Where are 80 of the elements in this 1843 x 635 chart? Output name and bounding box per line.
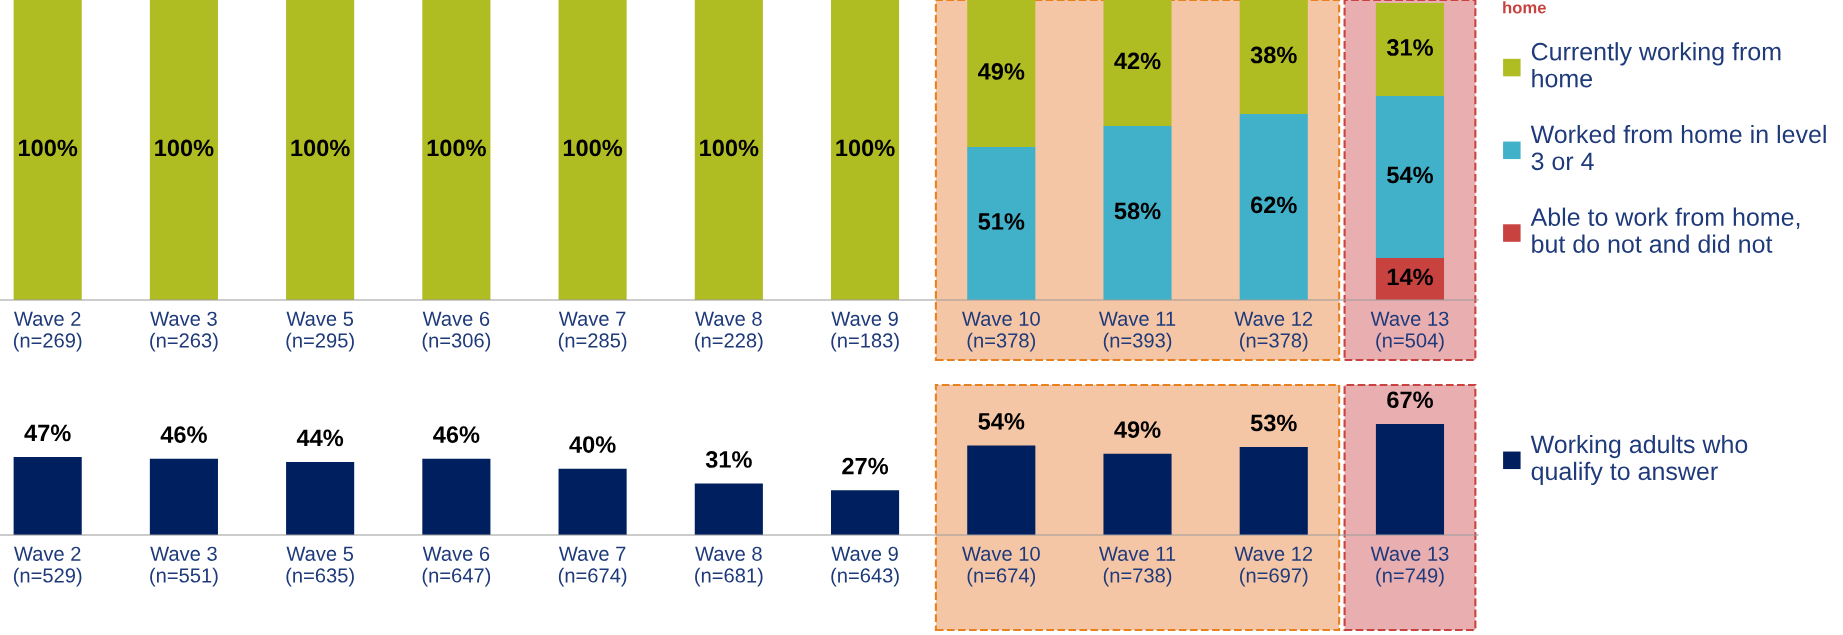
x-tick-label: Wave 8 (n=681) [695,546,763,587]
data-label: 51% [978,213,1025,230]
legend-label: Working adults who qualify to answer [1530,434,1748,486]
x-tick-label: Wave 11 (n=393) [1098,311,1176,352]
data-label: 54% [978,413,1025,430]
bar [13,0,82,300]
bar [694,0,763,300]
data-label: 58% [1114,202,1161,220]
data-label: 62% [1250,196,1297,214]
data-label: 100% [700,139,759,157]
bar [1239,447,1308,535]
bar [967,445,1036,535]
bar [558,0,627,300]
data-label: 100% [427,139,486,157]
bar [831,0,900,300]
bar [149,0,218,300]
bar [694,483,763,535]
x-tick-label: Wave 5 (n=295) [286,311,354,352]
x-tick-label: Wave 13 (n=749) [1370,546,1449,587]
data-label: 46% [160,426,207,443]
data-label: 100% [155,139,214,157]
x-tick-label: Wave 12 (n=697) [1234,546,1313,587]
data-label: 47% [24,424,71,442]
bar [1103,453,1172,535]
bar [13,457,82,535]
x-tick-label: Wave 3 (n=551) [150,546,218,587]
bar [286,0,355,300]
x-tick-label: Wave 3 (n=263) [150,311,218,352]
data-label: 31% [705,451,752,468]
bar [1239,0,1308,114]
data-label: 100% [563,139,623,157]
bar [149,458,218,535]
x-tick-label: Wave 7 (n=285) [558,311,627,352]
x-tick-label: Wave 13 (n=504) [1370,311,1449,352]
x-tick-label: Wave 6 (n=647) [422,546,491,587]
legend-label: Worked from home in level 3 or 4 [1530,124,1826,171]
data-label: 100% [291,139,350,157]
data-label: 46% [433,426,480,443]
data-label: 31% [1386,39,1433,56]
x-tick-label: Wave 5 (n=635) [286,546,354,587]
data-label: 67% [1387,391,1433,409]
x-tick-label: Wave 10 (n=674) [962,546,1040,587]
bar [1375,96,1445,258]
bar [1375,3,1445,96]
bar [1103,126,1172,300]
data-label: 42% [1114,52,1161,70]
data-label: 100% [836,139,895,157]
data-label: 49% [1114,421,1161,438]
bar [1239,114,1308,300]
bar [422,0,491,300]
legend-label: Currently working from home [1531,42,1781,88]
data-label: 40% [569,436,616,453]
x-tick-label: Wave 2 (n=269) [13,311,82,352]
data-label: 100% [18,139,78,157]
bar [286,462,355,535]
x-tick-label: Wave 2 (n=529) [13,546,82,587]
x-tick-label: Wave 9 (n=183) [831,311,899,352]
bar [422,458,491,535]
data-label: 49% [978,63,1025,80]
data-label: 53% [1250,414,1297,432]
legend-label: Able to work from home, but do not and did not [1530,207,1800,253]
bar [967,147,1036,300]
x-tick-label: Wave 6 (n=306) [422,311,491,352]
x-tick-label: Wave 9 (n=643) [831,546,899,587]
x-tick-label: Wave 8 (n=228) [695,311,763,352]
x-tick-label: Wave 11 (n=738) [1098,546,1176,587]
data-label: 27% [842,457,889,475]
data-label: 14% [1387,268,1433,286]
x-tick-label: Wave 12 (n=378) [1234,311,1313,352]
x-tick-label: Wave 10 (n=378) [962,311,1040,352]
data-label: 44% [296,429,344,447]
bar [558,468,627,535]
bar [967,0,1036,147]
data-label: 54% [1387,166,1433,184]
bar [1103,0,1172,126]
data-label: 38% [1250,46,1297,64]
bar [1375,423,1445,535]
x-tick-label: Wave 7 (n=674) [558,546,627,587]
bar [831,490,900,535]
text: home [1503,1,1546,14]
